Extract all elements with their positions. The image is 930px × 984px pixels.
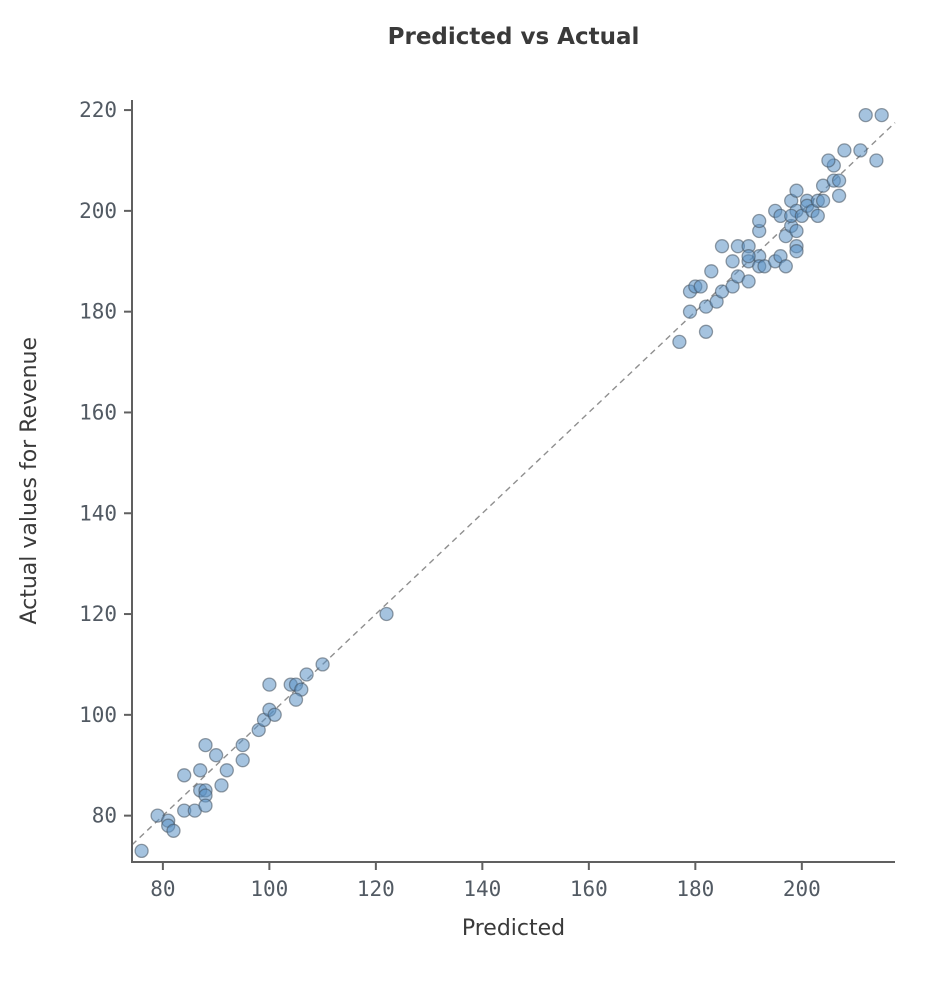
data-point — [315, 657, 330, 672]
data-point — [815, 193, 831, 208]
data-point — [177, 768, 192, 783]
y-tick-label: 100 — [79, 703, 117, 727]
y-tick-label: 180 — [79, 300, 117, 324]
data-point — [134, 843, 149, 859]
y-tick-label: 120 — [79, 602, 117, 626]
data-point — [262, 677, 277, 692]
data-point — [789, 183, 804, 198]
y-tick-label: 140 — [79, 501, 117, 525]
data-point — [789, 244, 804, 259]
data-point — [752, 213, 767, 229]
data-point — [853, 143, 868, 158]
data-point — [208, 748, 224, 763]
data-point — [704, 264, 719, 279]
data-point — [235, 753, 250, 768]
data-point — [831, 173, 847, 188]
data-point — [810, 208, 825, 224]
data-point — [714, 239, 730, 254]
x-tick-label: 120 — [357, 877, 395, 901]
data-point — [299, 667, 314, 682]
y-tick-label: 160 — [79, 400, 117, 424]
x-tick-label: 160 — [570, 877, 608, 901]
data-point — [837, 143, 852, 158]
data-point — [874, 107, 889, 123]
data-point — [778, 259, 793, 274]
x-axis-label: Predicted — [461, 916, 566, 941]
data-point — [725, 254, 740, 269]
x-tick-label: 80 — [150, 877, 175, 901]
data-point — [698, 324, 714, 339]
x-tick-label: 200 — [783, 877, 821, 901]
data-point — [869, 153, 884, 168]
chart-title: Predicted vs Actual — [387, 24, 640, 50]
data-point — [166, 823, 181, 838]
data-point — [741, 274, 756, 289]
x-tick-label: 100 — [250, 877, 288, 901]
data-point — [672, 334, 687, 350]
data-point — [682, 304, 698, 319]
x-tick-label: 140 — [463, 877, 501, 901]
data-point — [693, 279, 708, 294]
data-point — [214, 778, 229, 793]
y-tick-label: 80 — [92, 804, 117, 828]
data-point — [789, 223, 804, 239]
data-point — [831, 188, 847, 203]
data-point — [235, 737, 250, 753]
x-tick-label: 180 — [676, 877, 714, 901]
data-point — [193, 763, 208, 778]
y-tick-label: 200 — [79, 199, 117, 223]
data-point — [198, 798, 213, 813]
data-point — [821, 153, 836, 168]
identity-reference-line — [131, 122, 896, 846]
data-point — [288, 692, 304, 707]
data-point — [379, 606, 394, 622]
data-point — [267, 707, 282, 722]
y-tick-label: 220 — [79, 98, 117, 122]
data-point — [858, 107, 873, 123]
data-point — [741, 249, 756, 264]
data-point — [219, 763, 234, 778]
data-point — [198, 737, 213, 753]
